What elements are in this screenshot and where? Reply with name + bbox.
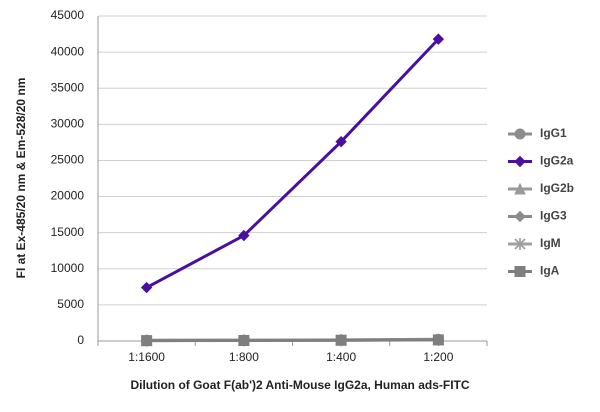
y-tick-label: 15000 xyxy=(51,225,85,239)
marker xyxy=(514,128,526,140)
legend-label: IgG3 xyxy=(540,209,567,223)
y-tick-label: 10000 xyxy=(51,261,85,275)
marker xyxy=(514,155,526,168)
y-axis-title: FI at Ex-485/20 nm & Em-528/20 nm xyxy=(14,78,28,279)
x-tick-label: 1:200 xyxy=(423,350,453,364)
y-tick-label: 5000 xyxy=(57,297,84,311)
legend-label: IgG2b xyxy=(540,181,574,195)
marker xyxy=(335,135,347,148)
marker xyxy=(141,335,153,347)
marker xyxy=(432,334,444,346)
x-tick-label: 1:800 xyxy=(229,350,259,364)
marker xyxy=(140,281,153,294)
y-tick-label: 25000 xyxy=(51,153,85,167)
legend-label: IgA xyxy=(540,264,560,278)
marker xyxy=(238,334,250,346)
y-tick-label: 40000 xyxy=(51,44,85,58)
x-tick-label: 1:400 xyxy=(326,350,356,364)
series-line xyxy=(146,338,439,343)
marker xyxy=(514,210,526,223)
marker xyxy=(514,182,526,195)
marker xyxy=(514,266,526,277)
legend-label: IgG1 xyxy=(540,126,567,140)
x-axis-title: Dilution of Goat F(ab')2 Anti-Mouse IgG2… xyxy=(130,378,469,392)
y-tick-label: 45000 xyxy=(51,8,85,22)
marker xyxy=(514,238,526,250)
y-tick-label: 20000 xyxy=(51,189,85,203)
y-tick-label: 30000 xyxy=(51,117,85,131)
series-line xyxy=(145,38,440,289)
marker xyxy=(335,334,347,346)
y-tick-label: 35000 xyxy=(51,80,85,94)
marker xyxy=(432,33,445,45)
legend-label: IgM xyxy=(540,236,561,250)
marker xyxy=(238,229,250,242)
x-tick-label: 1:1600 xyxy=(128,350,165,364)
legend-label: IgG2a xyxy=(540,154,574,168)
y-tick-label: 0 xyxy=(77,333,84,347)
